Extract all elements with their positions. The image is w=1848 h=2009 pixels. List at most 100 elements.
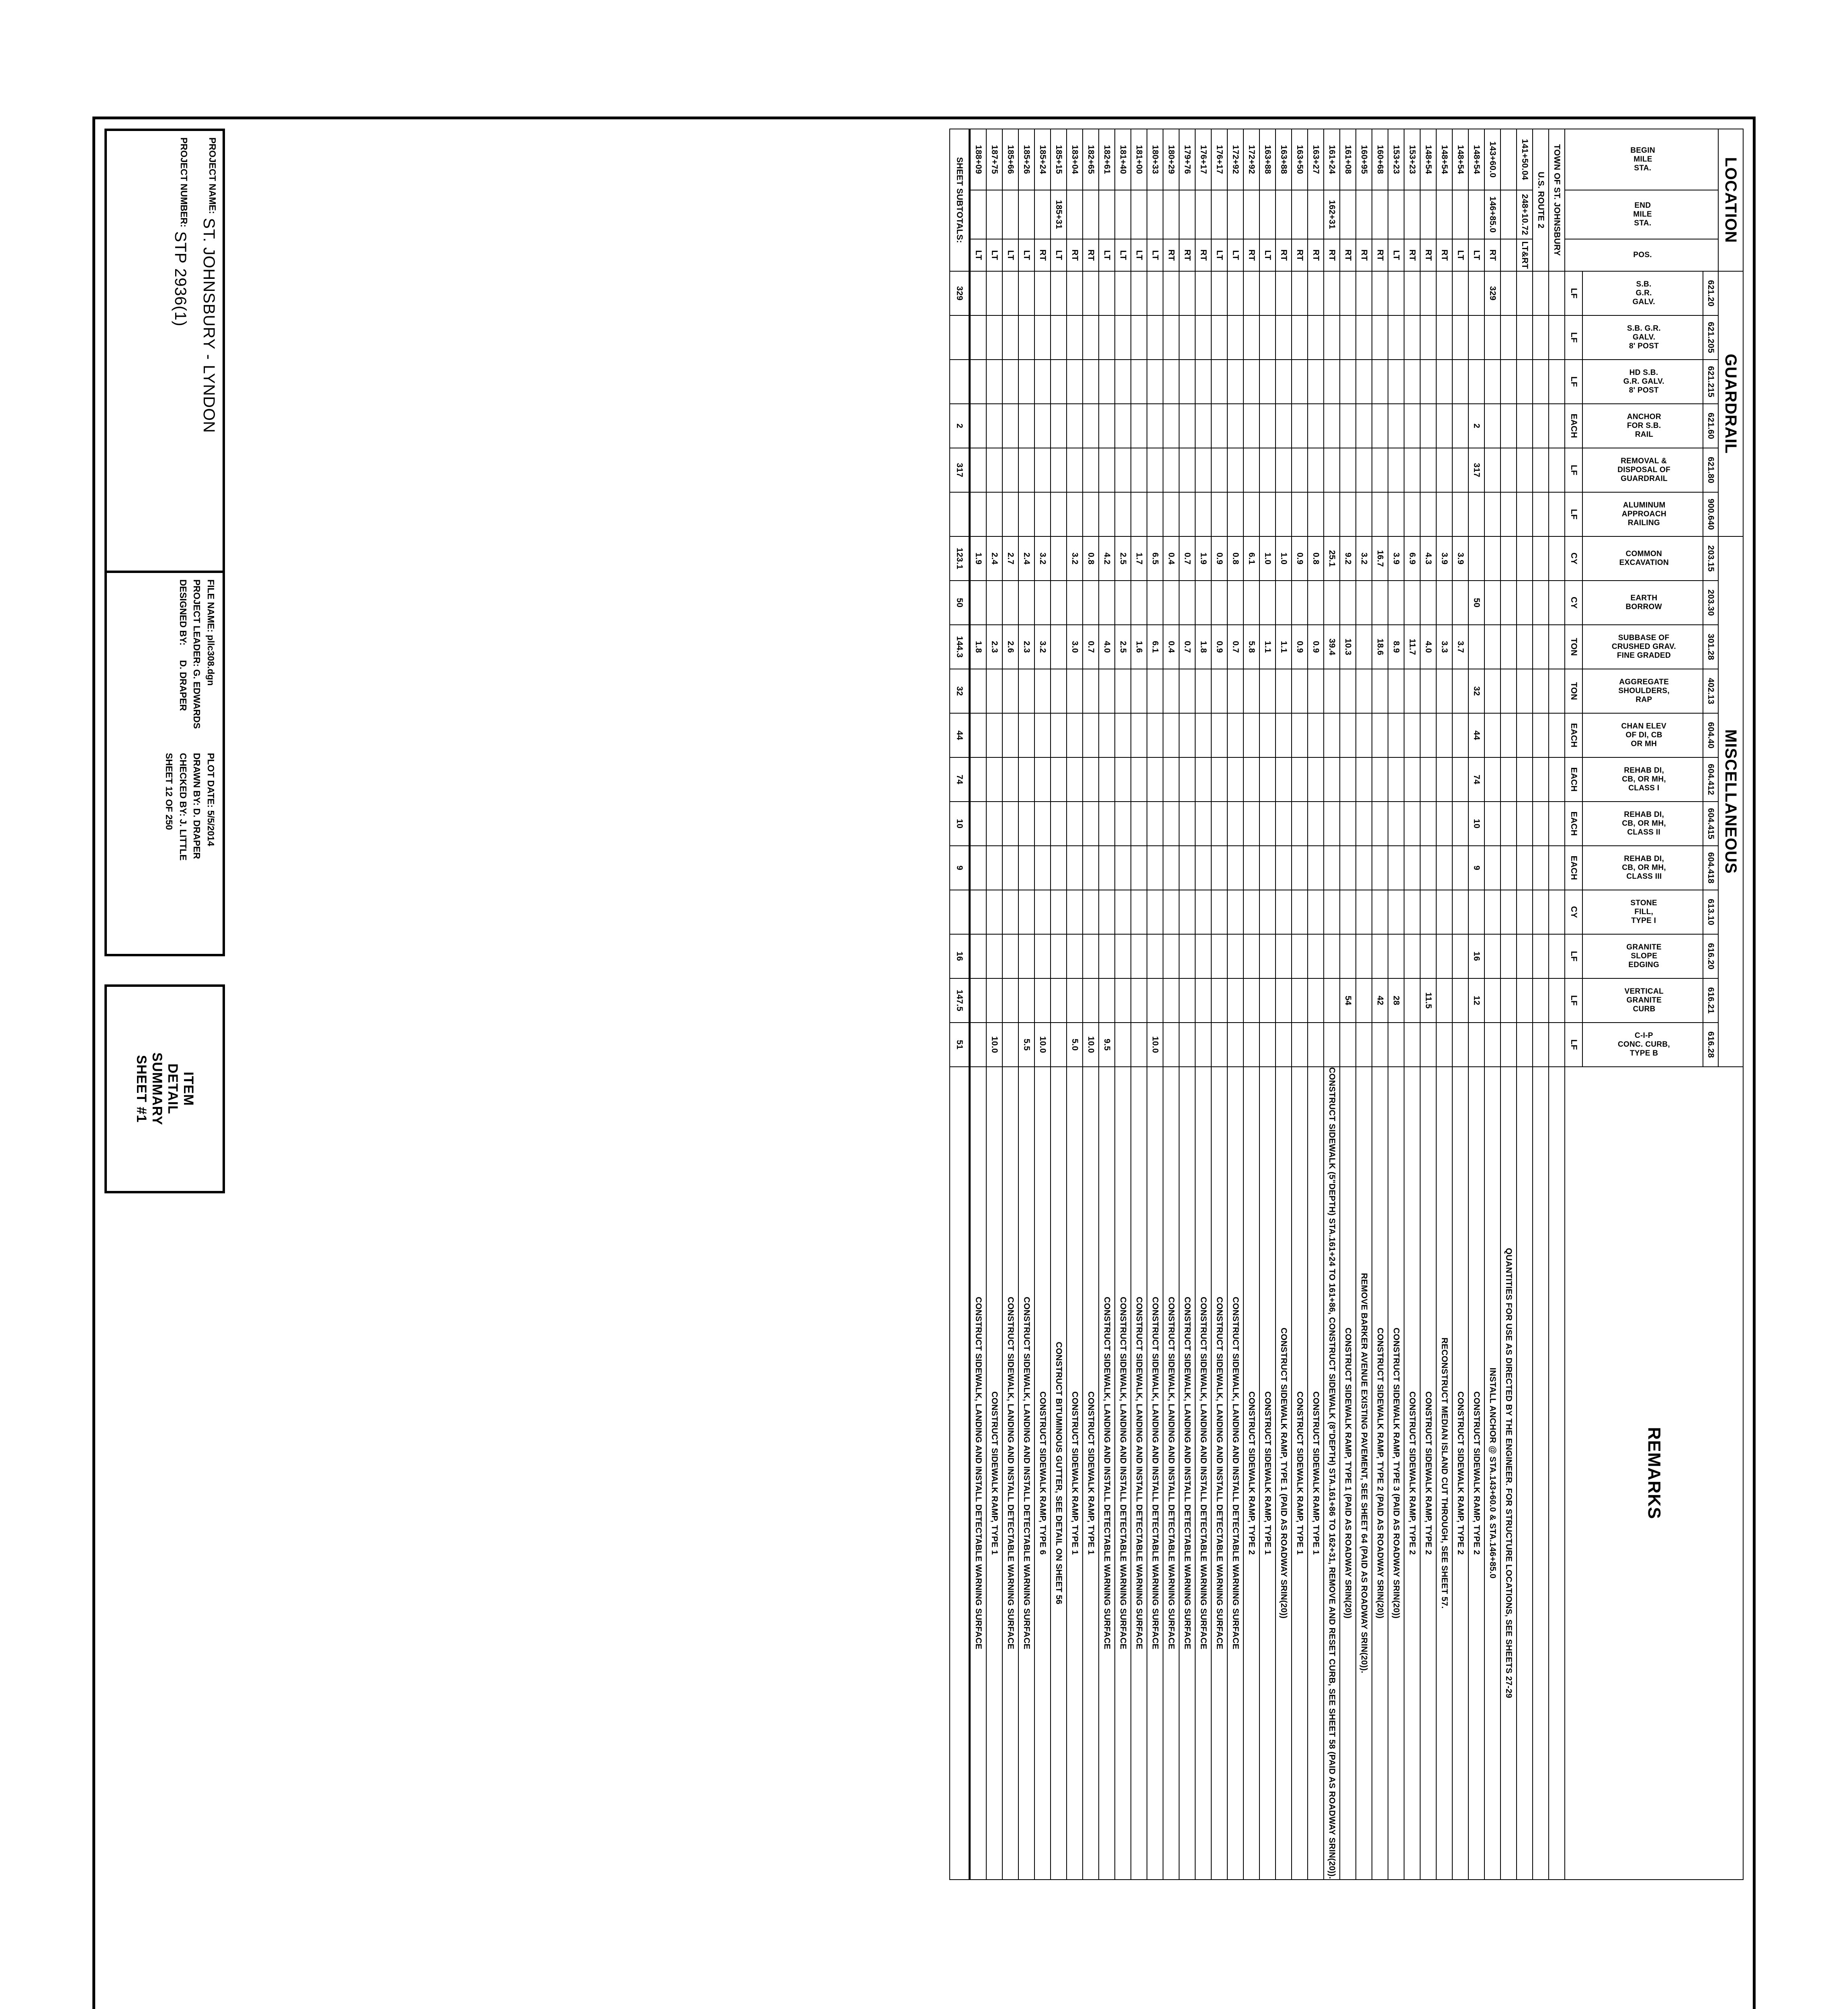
qty-616.21: 28: [1388, 978, 1404, 1023]
qty-621.60: [1227, 404, 1243, 448]
qty-203.15: 2.4: [986, 536, 1002, 581]
title-block: PROJECT NAME: ST. JOHNSBURY - LYNDON PRO…: [104, 129, 225, 956]
qty-604.418: [1211, 846, 1227, 890]
qty-604.415: [1018, 802, 1034, 846]
qty-621.20: [1468, 271, 1484, 315]
empty-cell: [1549, 1023, 1565, 1067]
designed-by-value: D. DRAPER: [178, 660, 188, 711]
row-end-sta: [1259, 190, 1276, 239]
qty-301.28: 0.7: [1083, 625, 1099, 669]
item-desc-203.30: EARTH BORROW: [1582, 581, 1703, 625]
row-remark: CONSTRUCT SIDEWALK RAMP, TYPE 2: [1452, 1067, 1468, 1880]
empty-cell: [1533, 492, 1549, 536]
qty-621.80: [1131, 448, 1147, 492]
title-row: LOCATION GUARDRAIL MISCELLANEOUS REMARKS: [1565, 129, 1743, 1880]
qty-616.28: [1276, 1023, 1292, 1067]
item-desc-900.640: ALUMINUM APPROACH RAILING: [1582, 492, 1703, 536]
qty-621.60: [969, 404, 986, 448]
qty-616.28: 9.5: [1099, 1023, 1115, 1067]
qty-604.415: [1211, 802, 1227, 846]
qty-301.28: 1.1: [1276, 625, 1292, 669]
item-unit-900.640: LF: [1565, 492, 1582, 536]
qty-621.20: [1163, 271, 1179, 315]
qty-621.60: [1452, 404, 1468, 448]
row-begin-sta: 182+65: [1083, 129, 1099, 190]
qty-616.28: [1195, 1023, 1211, 1067]
qty-604.412: [986, 757, 1002, 802]
row-end-sta: [1404, 190, 1420, 239]
qty-621.215: [1051, 360, 1067, 404]
row-begin-sta: 153+23: [1388, 129, 1404, 190]
qty-621.60: [1372, 404, 1388, 448]
qty-616.20: [1420, 934, 1436, 978]
qty-621.215: [1292, 360, 1308, 404]
qty-301.28: 3.0: [1067, 625, 1083, 669]
table-row: 163+88 RT 1.0 1.1 CONSTRUCT SIDEWALK RAMP, T…: [1276, 129, 1292, 1880]
qty-604.418: [1147, 846, 1163, 890]
qty-621.60: [1099, 404, 1115, 448]
row-begin-sta: 185+66: [1002, 129, 1018, 190]
designed-by-row: DESIGNED BY: D. DRAPER: [176, 579, 190, 729]
qty-604.40: [1083, 713, 1099, 757]
row-begin-sta: 181+00: [1131, 129, 1147, 190]
qty-203.30: [1324, 581, 1340, 625]
qty-402.13: [1276, 669, 1292, 713]
qty-621.80: [1436, 448, 1452, 492]
qty-604.412: [1195, 757, 1211, 802]
row-begin-sta: 183+04: [1067, 129, 1083, 190]
qty-616.20: [1211, 934, 1227, 978]
qty-616.28: [1115, 1023, 1131, 1067]
qty-613.10: [1131, 890, 1147, 934]
subtotal-604.415: 10: [950, 802, 970, 846]
row-remark: CONSTRUCT SIDEWALK RAMP, TYPE 2: [1243, 1067, 1259, 1880]
location-range-begin: 141+50.04: [1517, 129, 1533, 190]
qty-621.215: [1034, 360, 1051, 404]
qty-621.205: [1484, 315, 1500, 360]
qty-613.10: [1500, 890, 1517, 934]
table-row: 163+27 RT 0.8 0.9 CONSTRUCT SIDEWALK RAMP, T…: [1308, 129, 1324, 1880]
row-remark: CONSTRUCT SIDEWALK RAMP, TYPE 2: [1468, 1067, 1484, 1880]
qty-621.215: [969, 360, 986, 404]
qty-616.28: [1308, 1023, 1324, 1067]
qty-621.205: [969, 315, 986, 360]
qty-604.40: [1500, 713, 1517, 757]
sheet-subtotals-label: SHEET SUBTOTALS:: [950, 129, 970, 271]
qty-621.215: [1163, 360, 1179, 404]
qty-616.21: [1115, 978, 1131, 1023]
row-end-sta: [1372, 190, 1388, 239]
qty-621.205: [1308, 315, 1324, 360]
qty-402.13: [1163, 669, 1179, 713]
qty-613.10: [1468, 890, 1484, 934]
qty-604.418: [1051, 846, 1067, 890]
qty-203.30: [1002, 581, 1018, 625]
empty-cell: [1517, 448, 1533, 492]
table-row: 176+17 RT 1.9 1.8 CONSTRUCT SIDEWALK, LANDIN…: [1195, 129, 1211, 1880]
qty-900.640: [1484, 492, 1500, 536]
row-pos: LT: [1131, 239, 1147, 271]
qty-203.30: [1227, 581, 1243, 625]
qty-621.205: [1179, 315, 1195, 360]
item-desc-621.215: HD S.B. G.R. GALV. 8' POST: [1582, 360, 1703, 404]
qty-621.20: [1211, 271, 1227, 315]
sheet-total: 250: [164, 814, 175, 830]
qty-402.13: [1484, 669, 1500, 713]
row-end-sta: [1067, 190, 1083, 239]
table-row: 163+50 RT 0.9 0.9 CONSTRUCT SIDEWALK RAMP, T…: [1292, 129, 1308, 1880]
qty-604.418: [1227, 846, 1243, 890]
qty-621.60: [1131, 404, 1147, 448]
table-row: 143+60.0 146+85.0 RT 329 INSTALL ANCHOR @ ST…: [1484, 129, 1500, 1880]
empty-cell: [1549, 713, 1565, 757]
qty-301.28: 3.7: [1452, 625, 1468, 669]
row-remark: CONSTRUCT SIDEWALK (5"DEPTH) STA.161+24 …: [1324, 1067, 1340, 1880]
qty-900.640: [986, 492, 1002, 536]
qty-616.28: [1468, 1023, 1484, 1067]
qty-604.412: [1484, 757, 1500, 802]
qty-621.205: [1227, 315, 1243, 360]
qty-621.20: [1372, 271, 1388, 315]
qty-621.215: [1356, 360, 1372, 404]
qty-402.13: [1147, 669, 1163, 713]
qty-604.412: [1067, 757, 1083, 802]
table-row: 163+88 LT 1.0 1.1 CONSTRUCT SIDEWALK RAMP, T…: [1259, 129, 1276, 1880]
table-row: 160+68 RT 16.7 18.6 42 CONSTRUCT SIDEWALK RAM…: [1372, 129, 1388, 1880]
row-remark: CONSTRUCT SIDEWALK RAMP, TYPE 3 (PAID AS…: [1388, 1067, 1404, 1880]
